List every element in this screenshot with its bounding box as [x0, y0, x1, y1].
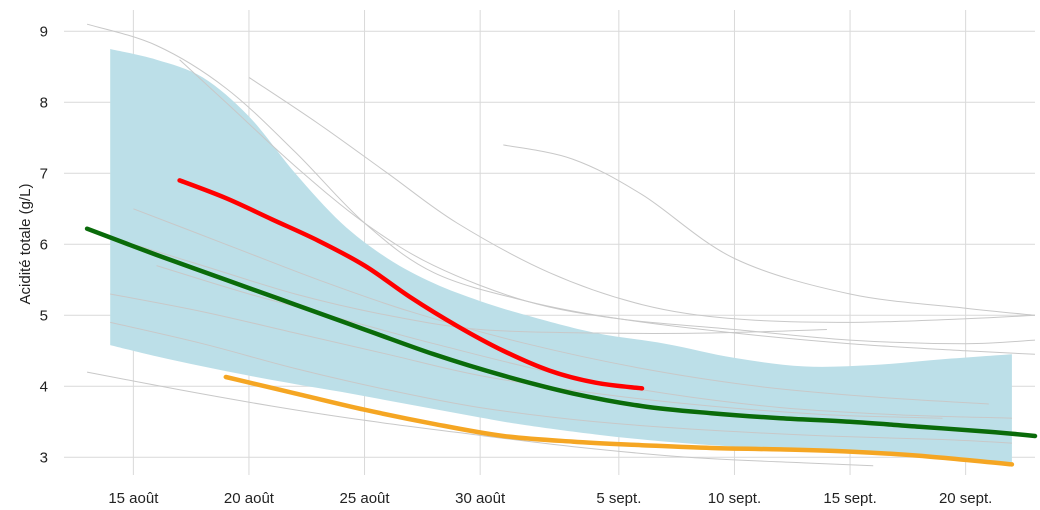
x-tick-label: 20 sept.: [939, 490, 992, 507]
background-series-line: [110, 321, 1012, 444]
y-tick-label: 8: [40, 94, 48, 111]
y-tick-label: 7: [40, 165, 48, 182]
x-tick-label: 10 sept.: [708, 490, 761, 507]
background-series-line: [87, 371, 874, 467]
x-tick-labels: 15 août 20 août 25 août 30 août 5 sept. 10 se…: [108, 490, 992, 507]
range-band: [110, 49, 1012, 465]
y-tick-label: 3: [40, 449, 48, 466]
series-line-1: [84, 226, 1038, 439]
y-tick-label: 4: [40, 378, 48, 395]
background-series-line: [86, 23, 1036, 355]
x-tick-label: 15 sept.: [823, 490, 876, 507]
y-axis-label: Acidité totale (g/L): [17, 184, 34, 305]
x-tick-label: 20 août: [224, 490, 275, 507]
range-band-area: [110, 49, 1012, 465]
background-series: [86, 23, 1036, 467]
series-line-3: [223, 374, 1015, 467]
x-tick-label: 5 sept.: [596, 490, 641, 507]
background-series-line: [248, 76, 1036, 323]
y-tick-labels: 3 4 5 6 7 8 9: [40, 23, 48, 466]
background-series-line: [110, 293, 943, 419]
x-tick-label: 30 août: [455, 490, 506, 507]
background-series-line: [133, 208, 989, 405]
series-line-2: [177, 178, 645, 391]
y-tick-label: 9: [40, 23, 48, 40]
background-series-line: [503, 144, 1036, 316]
y-tick-label: 6: [40, 236, 48, 253]
background-series-line: [179, 59, 1036, 345]
y-tick-label: 5: [40, 307, 48, 324]
background-series-line: [110, 236, 827, 334]
x-tick-label: 15 août: [108, 490, 159, 507]
series-lines: [84, 178, 1038, 467]
x-tick-label: 25 août: [340, 490, 391, 507]
